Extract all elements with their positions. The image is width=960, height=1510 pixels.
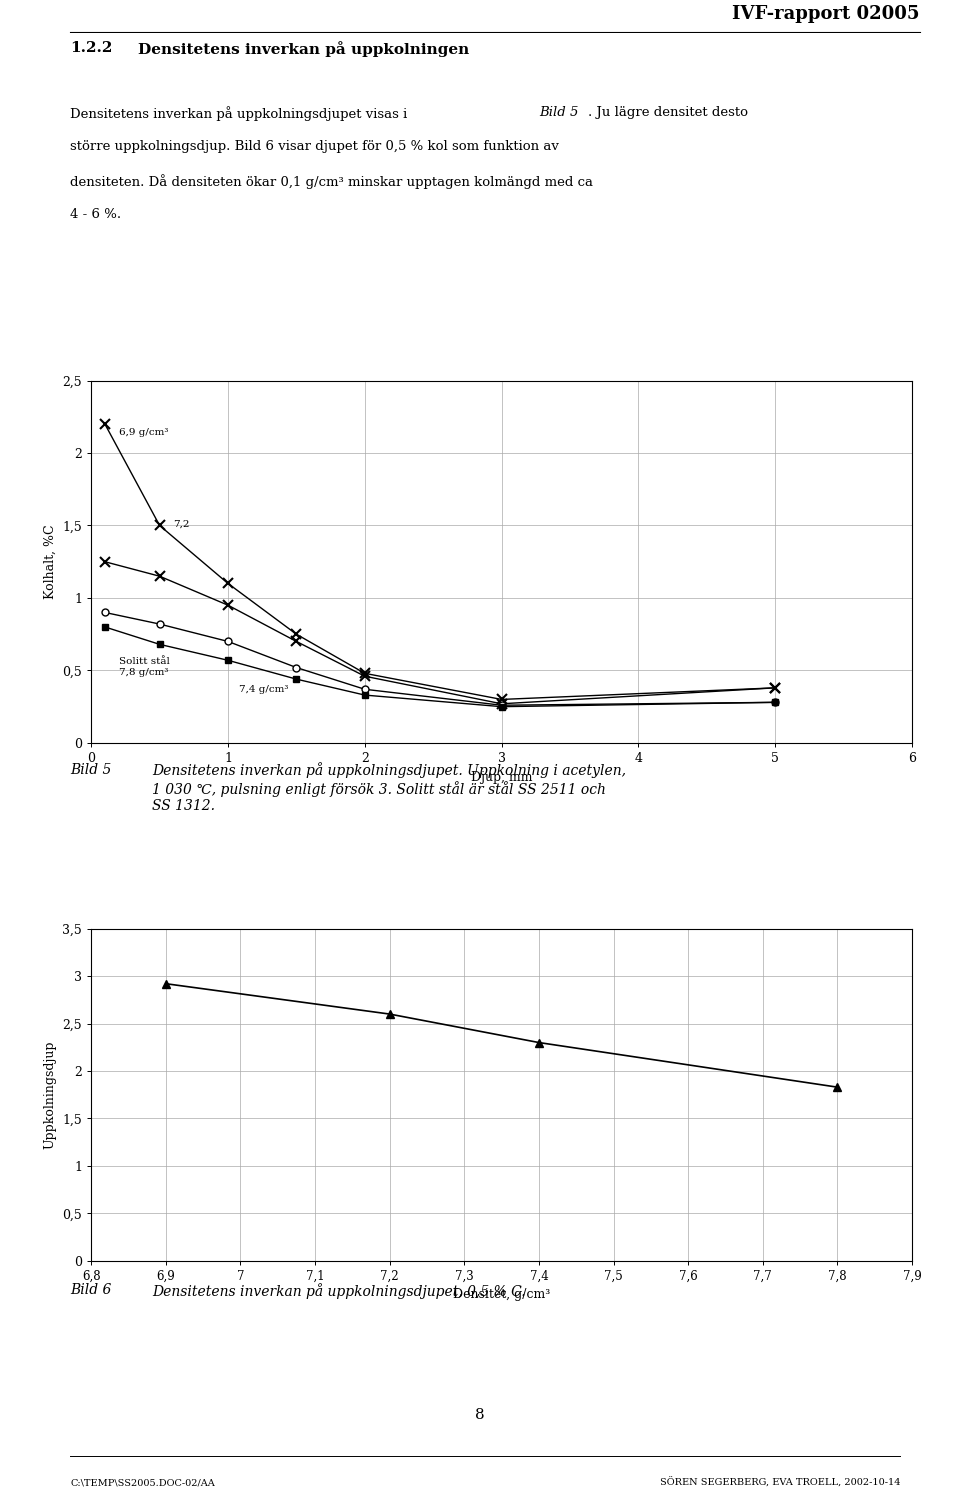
Text: 4 - 6 %.: 4 - 6 %. [70, 207, 121, 220]
Text: Bild 6: Bild 6 [70, 1284, 111, 1297]
Text: större uppkolningsdjup. Bild 6 visar djupet för 0,5 % kol som funktion av: större uppkolningsdjup. Bild 6 visar dju… [70, 139, 559, 153]
Text: C:\TEMP\SS2005.DOC-02/AA: C:\TEMP\SS2005.DOC-02/AA [70, 1478, 215, 1487]
Text: Bild 5: Bild 5 [70, 763, 111, 776]
Text: Densitetens inverkan på uppkolningsdjupet. Uppkolning i acetylen,
1 030 ℃, pulsn: Densitetens inverkan på uppkolningsdjupe… [153, 763, 626, 812]
Text: Densitetens inverkan på uppkolningsdjupet visas i: Densitetens inverkan på uppkolningsdjupe… [70, 106, 412, 121]
Text: densiteten. Då densiteten ökar 0,1 g/cm³ minskar upptagen kolmängd med ca: densiteten. Då densiteten ökar 0,1 g/cm³… [70, 174, 593, 189]
Text: 1.2.2: 1.2.2 [70, 41, 112, 54]
Text: Bild 5: Bild 5 [540, 106, 579, 119]
Text: 7,2: 7,2 [173, 519, 190, 528]
Text: 8: 8 [475, 1407, 485, 1422]
X-axis label: Djup, mm: Djup, mm [470, 770, 533, 784]
Text: 6,9 g/cm³: 6,9 g/cm³ [119, 429, 168, 438]
Text: . Ju lägre densitet desto: . Ju lägre densitet desto [588, 106, 748, 119]
Text: 7,4 g/cm³: 7,4 g/cm³ [239, 686, 288, 695]
Text: SÖREN SEGERBERG, EVA TROELL, 2002-10-14: SÖREN SEGERBERG, EVA TROELL, 2002-10-14 [660, 1478, 900, 1487]
Text: Densitetens inverkan på uppkolningsdjupet, 0,5 % C.: Densitetens inverkan på uppkolningsdjupe… [153, 1284, 526, 1300]
Text: Densitetens inverkan på uppkolningen: Densitetens inverkan på uppkolningen [138, 41, 469, 57]
Y-axis label: Uppkolningsdjup: Uppkolningsdjup [44, 1040, 57, 1149]
X-axis label: Densitet, g/cm³: Densitet, g/cm³ [453, 1288, 550, 1302]
Y-axis label: Kolhalt, %C: Kolhalt, %C [44, 524, 57, 599]
Text: Solitt stål
7,8 g/cm³: Solitt stål 7,8 g/cm³ [119, 657, 169, 676]
Text: IVF-rapport 02005: IVF-rapport 02005 [732, 5, 920, 23]
